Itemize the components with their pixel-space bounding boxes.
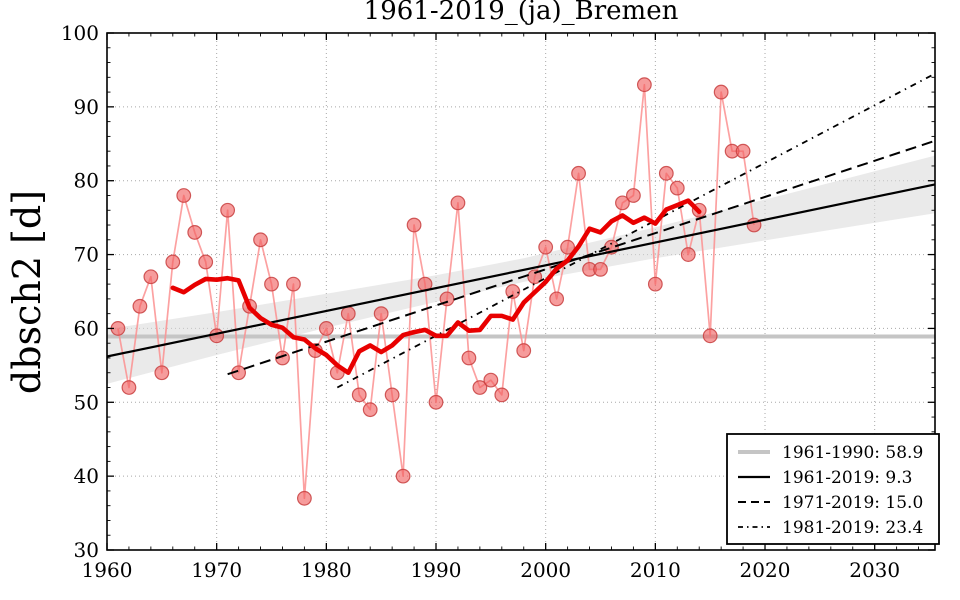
legend-label: 1961-1990: 58.9: [782, 443, 923, 463]
data-point-marker: [176, 188, 192, 203]
data-point-marker: [450, 195, 466, 211]
data-point-marker: [516, 343, 532, 358]
y-tick-label: 40: [74, 464, 99, 488]
data-point-marker: [132, 298, 148, 314]
data-point-marker: [395, 468, 411, 484]
trend-line-solid: [106, 183, 936, 358]
data-point-marker: [735, 143, 751, 159]
data-point-marker: [318, 321, 334, 336]
trend-line-dashed: [227, 139, 936, 376]
annual-series-markers: [110, 77, 762, 506]
axis-ticks: [106, 32, 935, 551]
data-point-marker: [143, 269, 159, 285]
data-point-marker: [571, 165, 586, 181]
data-point-marker: [297, 490, 312, 506]
data-point-marker: [680, 247, 696, 262]
data-point-marker: [362, 402, 378, 418]
data-point-marker: [286, 276, 301, 292]
data-point-marker: [209, 328, 225, 344]
data-point-marker: [615, 195, 630, 211]
x-tick-label: 2010: [630, 558, 681, 582]
legend-label: 1961-2019: 9.3: [782, 468, 912, 488]
data-point-marker: [658, 165, 674, 181]
data-point-marker: [647, 276, 663, 292]
legend-label: 1971-2019: 15.0: [782, 493, 923, 513]
data-point-marker: [713, 84, 729, 100]
trend-line-dashdot: [336, 72, 936, 389]
plot-border: [106, 32, 936, 551]
data-point-marker: [626, 188, 641, 203]
data-point-marker: [669, 180, 685, 196]
data-point-marker: [527, 269, 543, 285]
y-tick-label: 60: [74, 316, 99, 340]
data-point-marker: [593, 261, 608, 277]
y-tick-label: 30: [74, 538, 99, 562]
tick-labels: 1960 1970 1980 1990 2000 2010 2020 2030 30 40 50 60…: [61, 21, 900, 582]
x-tick-label: 2030: [849, 558, 900, 582]
legend-label: 1981-2019: 23.4: [782, 518, 923, 538]
data-point-marker: [461, 350, 477, 366]
smoothed-series-line: [170, 198, 702, 376]
x-tick-label: 1960: [82, 558, 133, 582]
data-point-marker: [472, 380, 488, 395]
data-point-marker: [560, 239, 576, 255]
x-tick-label: 2000: [520, 558, 571, 582]
y-tick-label: 100: [61, 21, 99, 45]
data-point-marker: [253, 232, 268, 248]
data-point-marker: [154, 365, 170, 381]
data-point-marker: [165, 254, 181, 270]
y-tick-label: 90: [74, 95, 99, 119]
x-tick-label: 2020: [740, 558, 791, 582]
data-point-marker: [702, 328, 718, 344]
chart-title: 1961-2019_(ja)_Bremen: [363, 0, 679, 26]
data-point-marker: [351, 387, 367, 403]
data-point-marker: [538, 239, 554, 255]
data-point-marker: [494, 387, 510, 403]
x-tick-label: 1980: [301, 558, 352, 582]
data-point-marker: [198, 254, 214, 270]
y-tick-label: 50: [74, 390, 99, 414]
x-tick-label: 1990: [411, 558, 462, 582]
data-point-marker: [121, 380, 137, 395]
data-point-marker: [340, 306, 356, 322]
data-point-marker: [384, 387, 400, 403]
data-point-marker: [373, 306, 389, 322]
data-point-marker: [220, 202, 236, 218]
data-point-marker: [187, 225, 203, 240]
data-point-marker: [264, 276, 279, 292]
data-point-marker: [428, 394, 444, 410]
data-point-marker: [406, 217, 422, 233]
x-tick-label: 1970: [191, 558, 242, 582]
y-tick-label: 80: [74, 169, 99, 193]
legend: 1961-1990: 58.9 1961-2019: 9.3 1971-2019: …: [726, 433, 940, 545]
data-point-marker: [483, 372, 499, 388]
data-point-marker: [636, 77, 652, 93]
data-point-marker: [549, 291, 565, 307]
y-tick-label: 70: [74, 243, 99, 267]
data-point-marker: [505, 284, 521, 299]
